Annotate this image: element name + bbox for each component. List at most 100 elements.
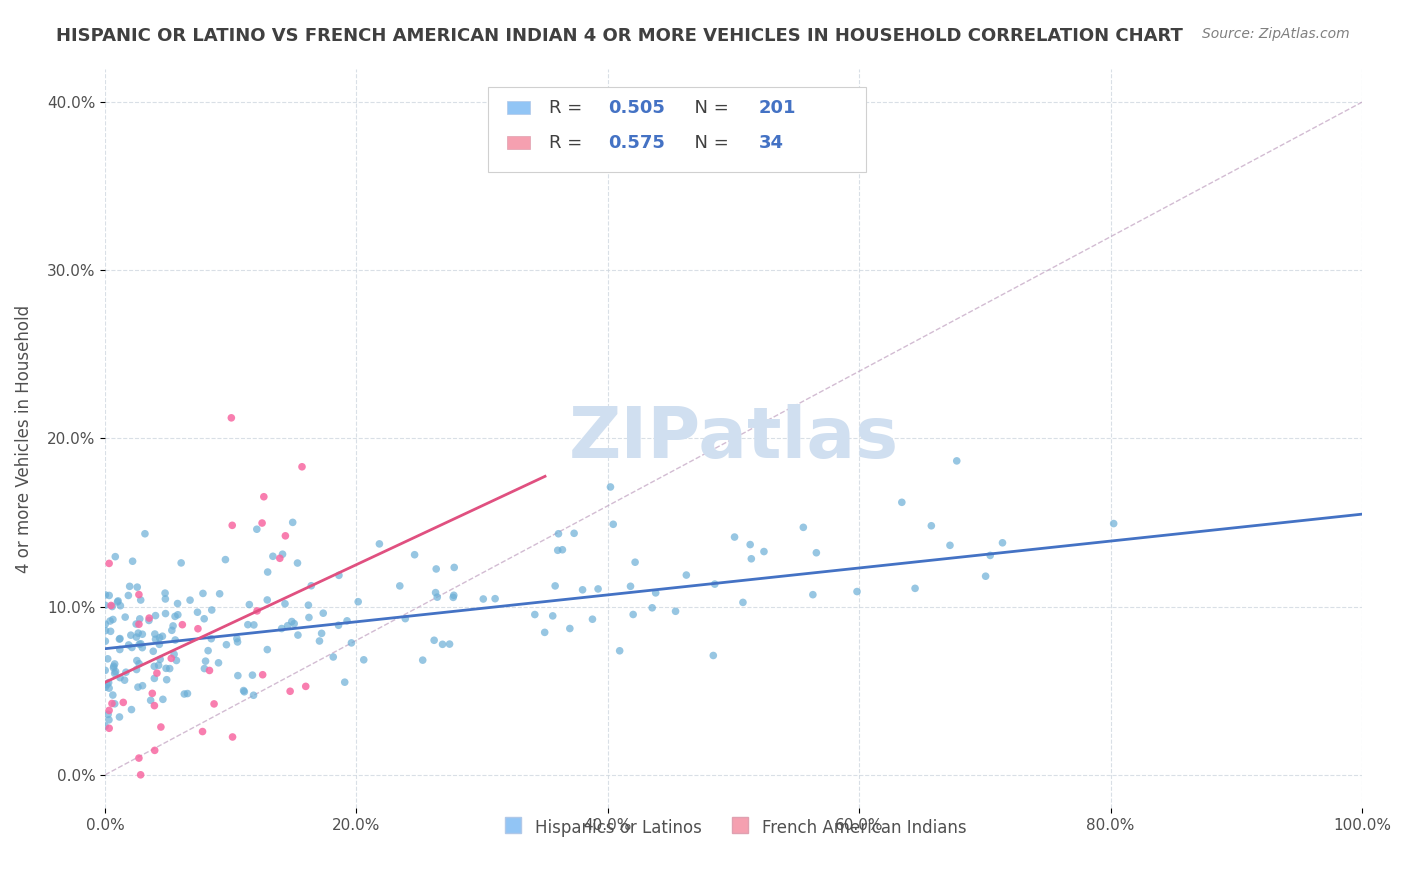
Hispanics or Latinos bbox=[702, 648, 724, 663]
Hispanics or Latinos bbox=[114, 673, 136, 688]
French American Indians bbox=[221, 410, 243, 425]
Text: ZIPatlas: ZIPatlas bbox=[568, 404, 898, 473]
French American Indians bbox=[98, 557, 121, 571]
Hispanics or Latinos bbox=[246, 522, 269, 536]
Hispanics or Latinos bbox=[162, 619, 184, 633]
Hispanics or Latinos bbox=[125, 617, 148, 632]
Hispanics or Latinos bbox=[226, 635, 249, 649]
Hispanics or Latinos bbox=[148, 631, 170, 645]
Hispanics or Latinos bbox=[439, 637, 461, 651]
Hispanics or Latinos bbox=[214, 552, 236, 566]
French American Indians bbox=[294, 679, 316, 693]
Hispanics or Latinos bbox=[193, 612, 215, 626]
Hispanics or Latinos bbox=[163, 609, 186, 624]
Hispanics or Latinos bbox=[432, 637, 454, 651]
Hispanics or Latinos bbox=[104, 665, 127, 679]
Hispanics or Latinos bbox=[138, 614, 160, 628]
French American Indians bbox=[160, 651, 183, 665]
FancyBboxPatch shape bbox=[508, 101, 530, 114]
Hispanics or Latinos bbox=[159, 662, 181, 676]
Hispanics or Latinos bbox=[118, 579, 141, 593]
Hispanics or Latinos bbox=[547, 526, 569, 541]
Hispanics or Latinos bbox=[256, 565, 278, 579]
Hispanics or Latinos bbox=[664, 604, 686, 618]
Hispanics or Latinos bbox=[752, 544, 775, 558]
Hispanics or Latinos bbox=[193, 662, 215, 676]
Hispanics or Latinos bbox=[173, 687, 195, 701]
Hispanics or Latinos bbox=[262, 549, 284, 564]
Hispanics or Latinos bbox=[108, 632, 131, 646]
Hispanics or Latinos bbox=[125, 630, 148, 644]
Hispanics or Latinos bbox=[118, 638, 141, 652]
Hispanics or Latinos bbox=[806, 546, 828, 560]
French American Indians bbox=[128, 588, 150, 602]
Hispanics or Latinos bbox=[274, 597, 297, 611]
Hispanics or Latinos bbox=[270, 622, 292, 636]
French American Indians bbox=[146, 666, 169, 681]
Hispanics or Latinos bbox=[308, 634, 330, 648]
Text: 201: 201 bbox=[759, 99, 796, 117]
Hispanics or Latinos bbox=[426, 590, 449, 604]
Hispanics or Latinos bbox=[602, 517, 624, 532]
Hispanics or Latinos bbox=[232, 683, 254, 698]
Hispanics or Latinos bbox=[186, 605, 208, 619]
Hispanics or Latinos bbox=[104, 657, 127, 671]
Text: HISPANIC OR LATINO VS FRENCH AMERICAN INDIAN 4 OR MORE VEHICLES IN HOUSEHOLD COR: HISPANIC OR LATINO VS FRENCH AMERICAN IN… bbox=[56, 27, 1182, 45]
Hispanics or Latinos bbox=[117, 589, 139, 603]
French American Indians bbox=[112, 695, 135, 709]
French American Indians bbox=[221, 518, 243, 533]
Hispanics or Latinos bbox=[143, 672, 166, 686]
Hispanics or Latinos bbox=[641, 600, 664, 615]
Hispanics or Latinos bbox=[165, 653, 187, 667]
Hispanics or Latinos bbox=[609, 644, 631, 658]
Hispanics or Latinos bbox=[336, 614, 359, 628]
Hispanics or Latinos bbox=[94, 624, 117, 638]
Hispanics or Latinos bbox=[139, 693, 162, 707]
Hispanics or Latinos bbox=[571, 582, 593, 597]
Hispanics or Latinos bbox=[94, 719, 117, 733]
Hispanics or Latinos bbox=[801, 588, 824, 602]
Hispanics or Latinos bbox=[256, 642, 278, 657]
Hispanics or Latinos bbox=[131, 627, 153, 641]
Hispanics or Latinos bbox=[101, 599, 124, 614]
Hispanics or Latinos bbox=[846, 584, 869, 599]
French American Indians bbox=[191, 724, 214, 739]
Hispanics or Latinos bbox=[156, 673, 179, 687]
Hispanics or Latinos bbox=[121, 640, 143, 655]
Hispanics or Latinos bbox=[108, 671, 131, 685]
Hispanics or Latinos bbox=[243, 618, 266, 632]
Hispanics or Latinos bbox=[143, 659, 166, 673]
French American Indians bbox=[221, 730, 243, 744]
French American Indians bbox=[100, 599, 122, 613]
Hispanics or Latinos bbox=[215, 638, 238, 652]
Hispanics or Latinos bbox=[311, 626, 333, 640]
Hispanics or Latinos bbox=[166, 597, 188, 611]
French American Indians bbox=[274, 529, 297, 543]
Hispanics or Latinos bbox=[441, 591, 464, 605]
Hispanics or Latinos bbox=[619, 579, 641, 593]
Hispanics or Latinos bbox=[586, 582, 609, 596]
Hispanics or Latinos bbox=[287, 556, 309, 570]
French American Indians bbox=[129, 768, 152, 782]
Hispanics or Latinos bbox=[225, 632, 247, 646]
Hispanics or Latinos bbox=[97, 675, 120, 690]
Hispanics or Latinos bbox=[404, 548, 426, 562]
French American Indians bbox=[128, 751, 150, 765]
Hispanics or Latinos bbox=[675, 568, 697, 582]
Hispanics or Latinos bbox=[484, 591, 506, 606]
Hispanics or Latinos bbox=[143, 627, 166, 641]
Hispanics or Latinos bbox=[472, 592, 495, 607]
Hispanics or Latinos bbox=[170, 556, 193, 570]
Hispanics or Latinos bbox=[394, 612, 416, 626]
Hispanics or Latinos bbox=[281, 615, 304, 629]
Hispanics or Latinos bbox=[236, 617, 259, 632]
French American Indians bbox=[141, 686, 163, 700]
Hispanics or Latinos bbox=[242, 688, 264, 702]
Hispanics or Latinos bbox=[108, 632, 131, 647]
Hispanics or Latinos bbox=[107, 595, 129, 609]
Text: Source: ZipAtlas.com: Source: ZipAtlas.com bbox=[1202, 27, 1350, 41]
Hispanics or Latinos bbox=[974, 569, 997, 583]
Hispanics or Latinos bbox=[142, 644, 165, 658]
FancyBboxPatch shape bbox=[488, 87, 866, 172]
French American Indians bbox=[291, 459, 314, 474]
